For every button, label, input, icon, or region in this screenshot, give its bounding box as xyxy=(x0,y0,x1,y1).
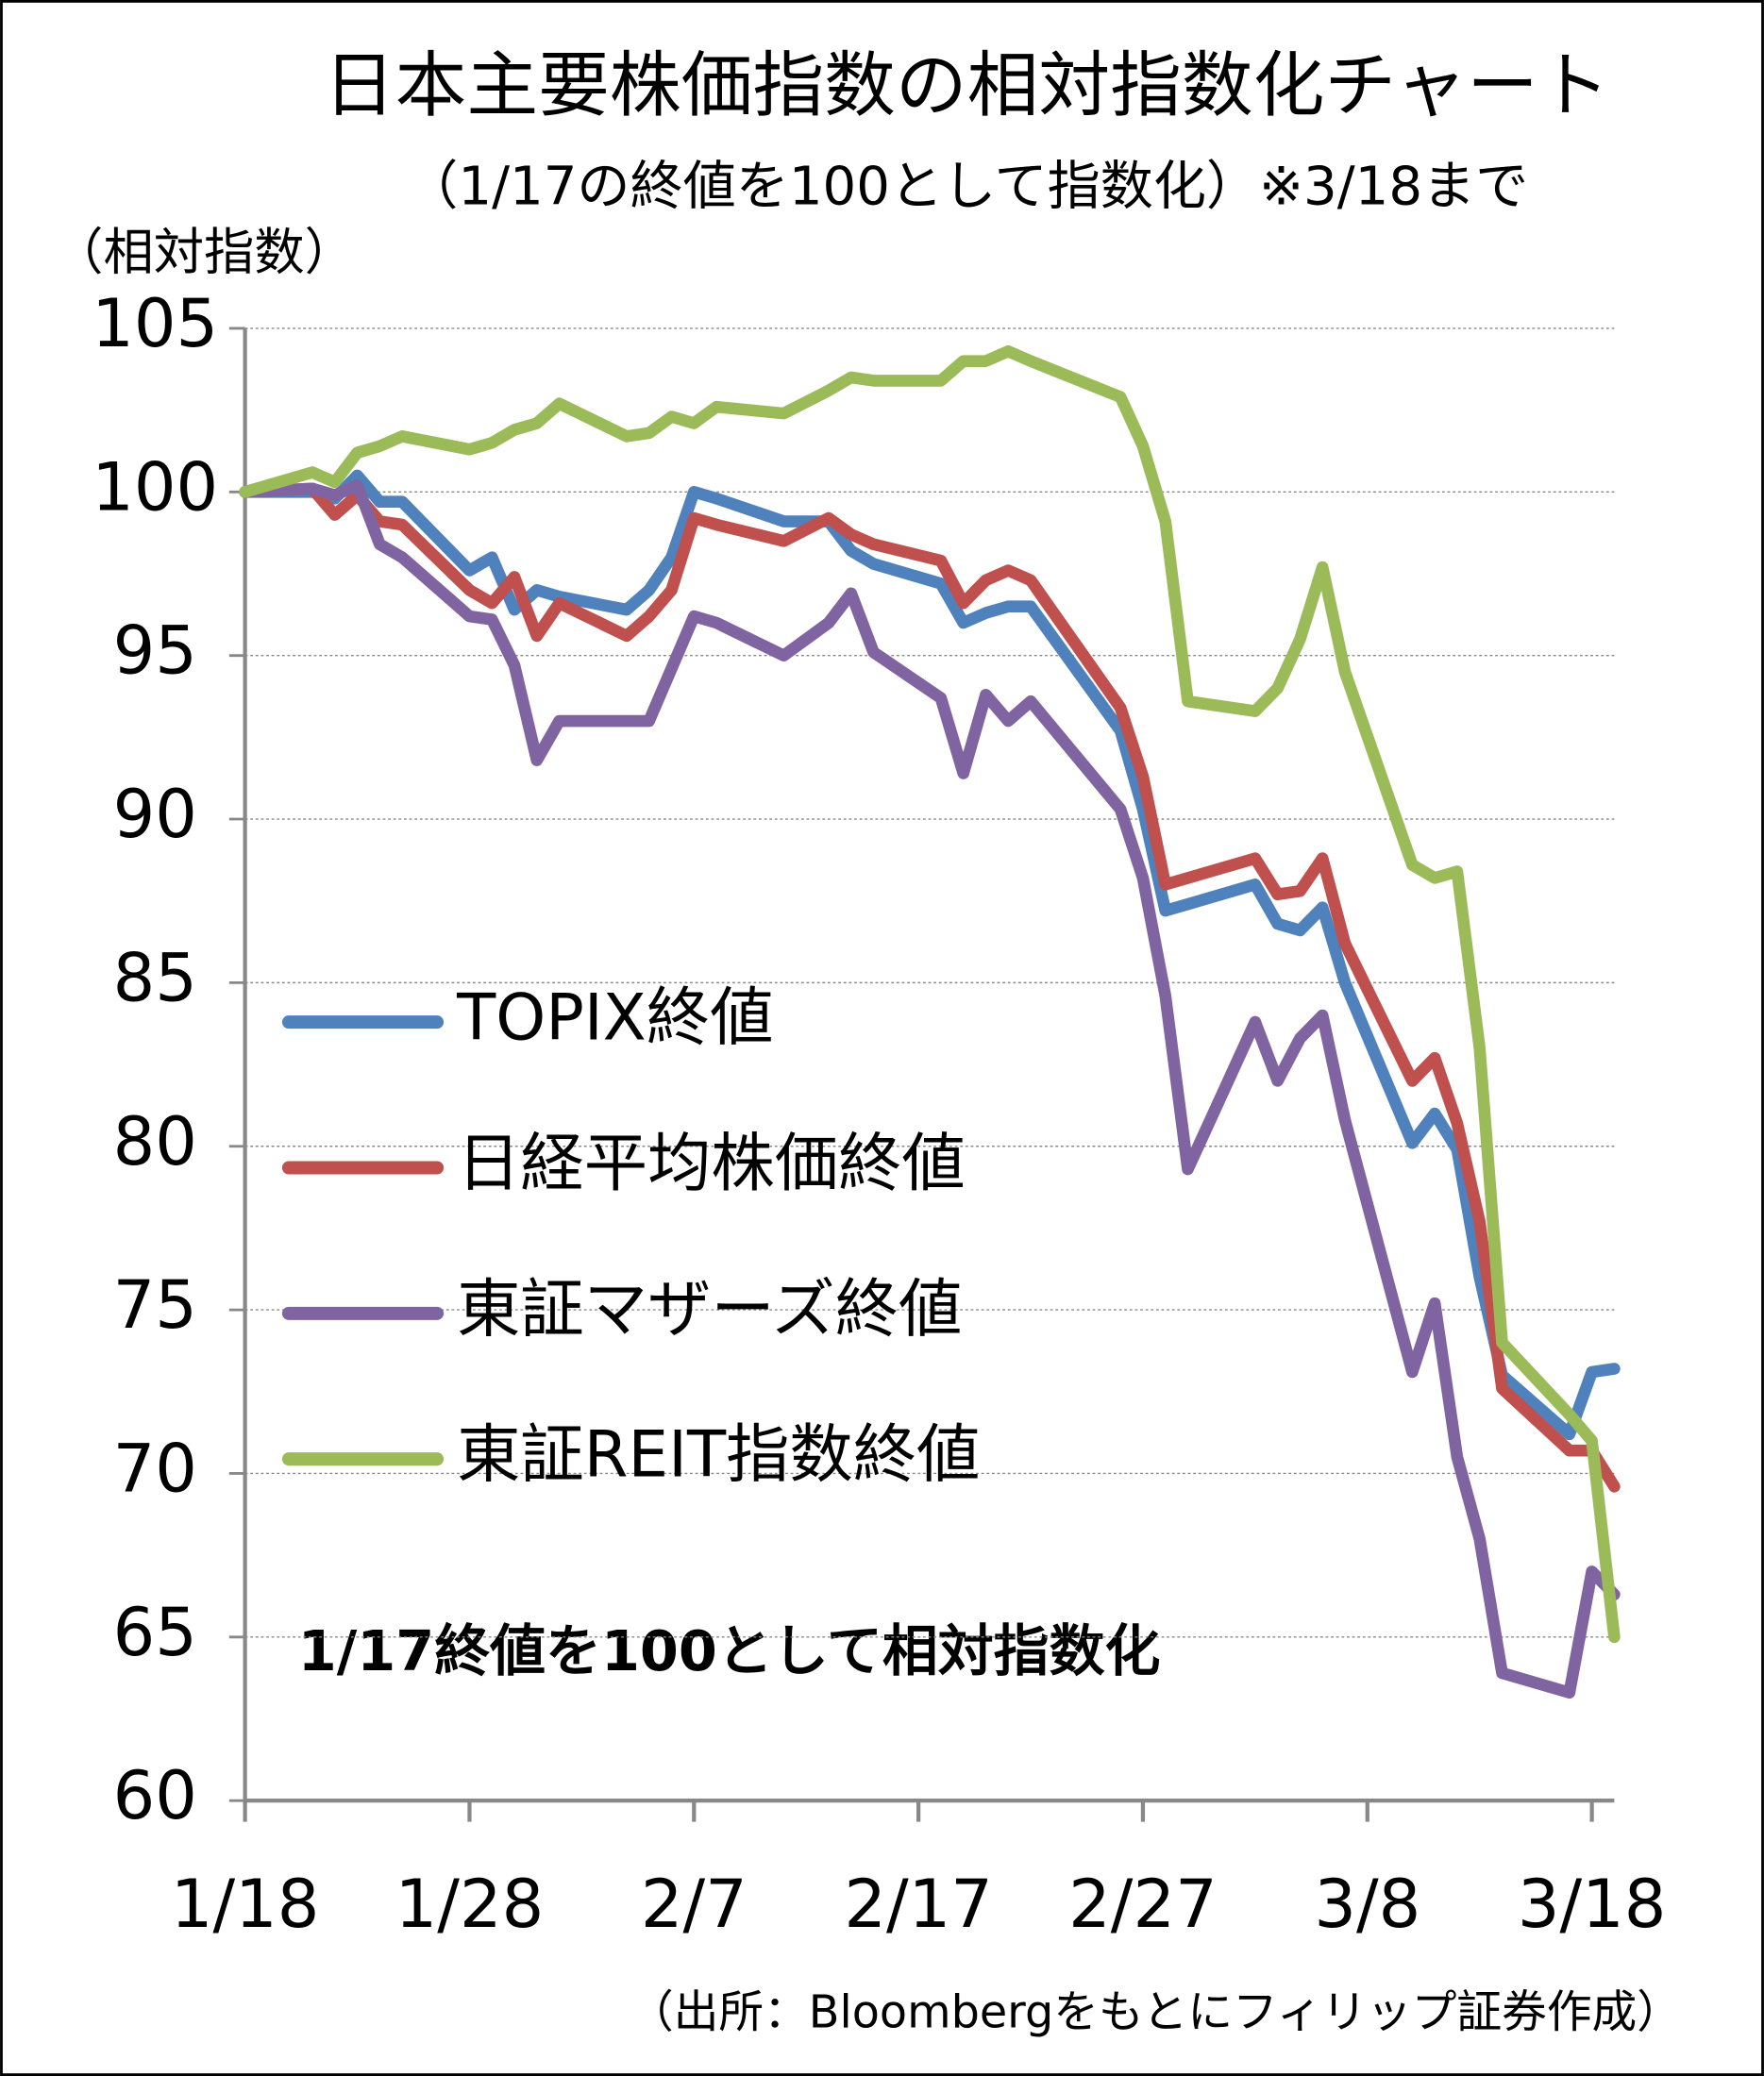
series-line xyxy=(239,344,1621,1644)
y-tick-label: 100 xyxy=(92,448,218,526)
x-tick-label: 3/8 xyxy=(1314,1866,1420,1943)
y-tick-label: 90 xyxy=(113,776,197,853)
legend-label: 日経平均株価終値 xyxy=(457,1126,966,1200)
y-tick-label: 95 xyxy=(113,612,197,690)
legend-label: TOPIX終値 xyxy=(456,980,773,1055)
y-tick-label: 75 xyxy=(113,1266,197,1344)
chart-subtitle: （1/17の終値を100として指数化）※3/18まで xyxy=(405,156,1528,217)
y-tick-label: 65 xyxy=(113,1594,197,1671)
x-tick-label: 2/17 xyxy=(844,1866,993,1943)
source: （出所：Bloombergをもとにフィリップ証券作成） xyxy=(629,1986,1682,2038)
legend-label: 東証REIT指数終値 xyxy=(457,1417,980,1492)
x-tick-label: 2/27 xyxy=(1068,1866,1218,1943)
x-tick-label: 3/18 xyxy=(1518,1866,1667,1943)
annotation: 1/17終値を100として相対指数化 xyxy=(298,1618,1161,1683)
series-line xyxy=(239,482,1621,1493)
x-tick-label: 1/18 xyxy=(171,1866,320,1943)
chart-title: 日本主要株価指数の相対指数化チャート xyxy=(324,43,1610,126)
series-line xyxy=(239,469,1621,1441)
x-tick-label: 2/7 xyxy=(641,1866,748,1943)
y-tick-label: 70 xyxy=(113,1430,197,1507)
y-tick-label: 60 xyxy=(113,1757,197,1834)
legend-label: 東証マザーズ終値 xyxy=(457,1271,962,1346)
y-tick-label: 85 xyxy=(113,939,197,1016)
y-tick-label: 80 xyxy=(113,1103,197,1180)
series-line xyxy=(239,479,1621,1699)
y-axis-label: （相対指数） xyxy=(53,223,355,281)
y-tick-label: 105 xyxy=(92,285,218,362)
x-tick-label: 1/28 xyxy=(395,1866,545,1943)
